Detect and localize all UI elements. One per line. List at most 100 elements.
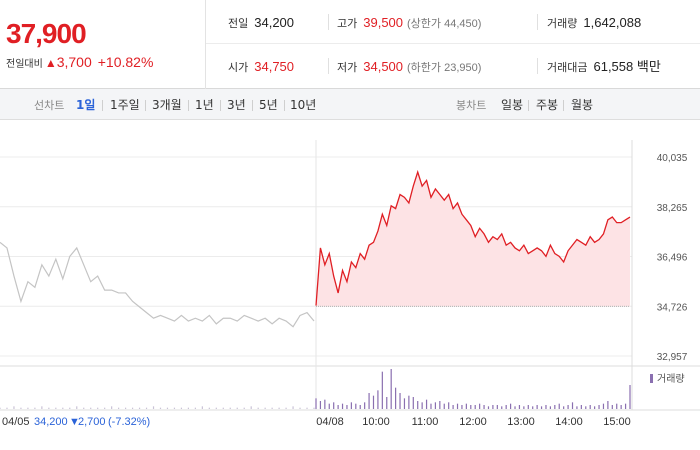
volume-bar (518, 405, 521, 409)
divider (537, 58, 538, 74)
volume-bar (470, 405, 472, 409)
volume-bar (264, 407, 266, 409)
x-tick-label: 15:00 (603, 416, 631, 428)
tab-weekly-candle[interactable]: 주봉 (536, 98, 559, 112)
volume-bar (399, 393, 401, 409)
change-amount: 3,700 (56, 54, 92, 70)
volume-bar (138, 407, 141, 409)
volume-bar (509, 403, 512, 409)
tab-3months[interactable]: 3개월 (152, 98, 182, 112)
divider (328, 58, 329, 74)
volume-bar (567, 405, 569, 409)
volume-bar (333, 402, 335, 409)
volume-bar (616, 403, 618, 409)
volume-bar (319, 401, 322, 409)
today-line (315, 169, 631, 306)
volume-bar (629, 385, 631, 409)
divider (188, 100, 189, 111)
volume-bar (483, 405, 485, 409)
tab-1week[interactable]: 1주일 (110, 98, 140, 112)
volume-bar (580, 405, 582, 409)
volume-bar (390, 369, 392, 409)
x-tick-label: 12:00 (459, 416, 487, 428)
prev-change-value: 2,700 (78, 416, 106, 428)
volume-bar (434, 402, 437, 409)
volume-bar (257, 407, 259, 409)
volume-bar (236, 407, 238, 409)
volume-bar (131, 407, 134, 409)
chart-tabs-bar: 선차트 1일 1주일 3개월 1년 3년 5년 10년 봉차트 일봉 주봉 월봉 (0, 89, 700, 120)
volume-bar (372, 395, 375, 409)
stat-high: 고가 39,500 (상한가 44,450) (337, 15, 482, 30)
volume-bar (315, 398, 317, 409)
volume-bar (611, 405, 613, 409)
volume-bar (62, 407, 64, 409)
volume-bar (403, 398, 406, 409)
volume-bar (624, 403, 627, 409)
volume-bar (461, 405, 463, 409)
volume-legend-swatch (650, 374, 653, 383)
volume-bar (536, 405, 538, 409)
volume-bar (381, 371, 383, 409)
change-summary: 전일대비 ▲3,700 +10.82% (6, 54, 153, 70)
tab-1day[interactable]: 1일 (76, 98, 96, 112)
volume-bar (443, 403, 445, 409)
tab-5years[interactable]: 5년 (259, 98, 278, 112)
volume-bar (456, 403, 459, 409)
volume-bar (532, 406, 534, 409)
volume-bar (571, 402, 574, 409)
volume-bar (425, 399, 428, 409)
tab-monthly-candle[interactable]: 월봉 (571, 98, 594, 112)
grid-lines (0, 140, 700, 411)
volume-bar (173, 407, 176, 409)
volume-bar (55, 407, 57, 409)
y-tick-label: 36,496 (657, 253, 688, 264)
volume-bar (479, 403, 481, 409)
volume-bar (421, 402, 423, 409)
quote-header: 37,900 전일대비 ▲3,700 +10.82% 전일 34,200 고가 39,5… (0, 0, 700, 89)
divider (528, 100, 529, 111)
divider (145, 100, 146, 111)
stat-amount: 거래대금 61,558 백만 (547, 59, 661, 74)
volume-bar (180, 407, 183, 409)
stat-low: 저가 34,500 (하한가 23,950) (337, 59, 482, 74)
x-tick-label: 11:00 (412, 416, 439, 428)
volume-bar (523, 406, 525, 409)
tab-3years[interactable]: 3년 (227, 98, 246, 112)
volume-bar (350, 402, 352, 409)
volume-bar (6, 407, 8, 409)
volume-bar (90, 407, 92, 409)
divider (284, 100, 285, 111)
volume-bar (364, 402, 366, 409)
tab-daily-candle[interactable]: 일봉 (501, 98, 524, 112)
volume-bar (229, 407, 231, 409)
volume-bar (306, 407, 308, 409)
volume-bar (439, 401, 441, 409)
volume-bar (598, 405, 600, 409)
current-price: 37,900 (6, 18, 87, 49)
y-tick-label: 38,265 (657, 203, 688, 214)
volume-bar (104, 407, 106, 409)
y-tick-label: 34,726 (657, 302, 688, 313)
volume-bar (328, 403, 330, 409)
today-series (315, 169, 631, 307)
volume-bar (355, 403, 357, 409)
volume-bar (69, 407, 71, 409)
tab-10years[interactable]: 10년 (290, 98, 317, 112)
line-chart-label: 선차트 (34, 99, 65, 112)
tab-1year[interactable]: 1년 (195, 98, 214, 112)
x-tick-label: 13:00 (507, 416, 535, 428)
volume-bar (408, 395, 410, 409)
volume-bar (346, 405, 348, 409)
volume-bar (27, 407, 29, 409)
x-tick-label: 14:00 (555, 416, 583, 428)
volume-bar (487, 406, 490, 409)
volume-bar (13, 406, 15, 409)
volume-bar (83, 407, 85, 409)
volume-bars (0, 369, 631, 409)
y-tick-label: 40,035 (657, 153, 688, 164)
volume-bar (527, 405, 529, 409)
volume-legend-label: 거래량 (657, 373, 685, 385)
prev-close-value: 34,200 (34, 416, 68, 428)
volume-bar (417, 401, 419, 409)
